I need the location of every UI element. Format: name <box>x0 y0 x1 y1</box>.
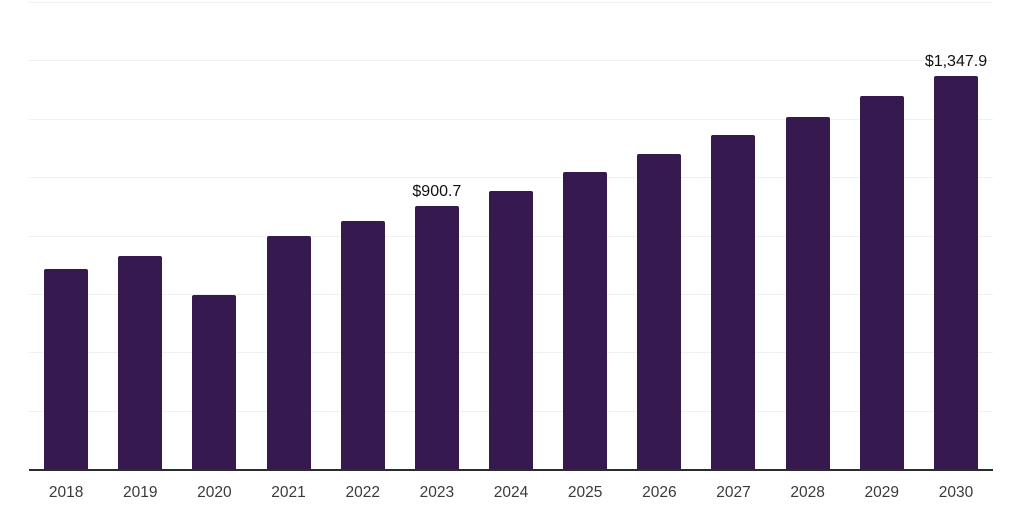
bar-slot-2020 <box>177 2 251 469</box>
bar-2019 <box>118 255 163 469</box>
bar-2024 <box>489 190 534 469</box>
bar-2021 <box>266 235 311 469</box>
bar-slot-2022 <box>326 2 400 469</box>
x-tick-label-2024: 2024 <box>493 484 529 501</box>
bar-2028 <box>785 116 830 469</box>
bar-2026 <box>637 154 682 469</box>
x-tick-label-2021: 2021 <box>271 484 306 501</box>
bar-2030 <box>933 75 978 469</box>
bar-slot-2028 <box>771 2 845 469</box>
x-tick-label-2018: 2018 <box>48 484 84 501</box>
bar-2029 <box>859 95 904 469</box>
bars: $900.7 $1,347.9 <box>29 2 993 469</box>
bar-2027 <box>711 135 756 469</box>
plot-area: $900.7 $1,347.9 <box>29 2 993 471</box>
bar-slot-2026 <box>622 2 696 469</box>
gridline-1400 <box>29 60 993 62</box>
bar-slot-2027 <box>696 2 770 469</box>
x-tick-label-2022: 2022 <box>345 484 380 501</box>
bar-value-label-2030: $1,347.9 <box>924 52 988 70</box>
bar-slot-2030: $1,347.9 <box>919 2 993 469</box>
x-tick-label-2023: 2023 <box>419 484 455 501</box>
bar-2023 <box>414 206 459 469</box>
bar-slot-2024 <box>474 2 548 469</box>
x-axis-labels: 2018 2019 2020 2021 2022 2023 2024 2025 2026 2027… <box>29 484 993 501</box>
x-tick-label-2028: 2028 <box>790 484 825 501</box>
x-tick-label-2025: 2025 <box>567 484 603 501</box>
gridline-1200 <box>29 118 993 120</box>
x-axis-line <box>29 469 993 471</box>
x-tick-label-2019: 2019 <box>122 484 158 501</box>
bar-slot-2019 <box>103 2 177 469</box>
bar-2018 <box>44 268 89 469</box>
x-tick-label-2026: 2026 <box>642 484 677 501</box>
bar-slot-2029 <box>845 2 919 469</box>
bar-slot-2023: $900.7 <box>400 2 474 469</box>
bar-2020 <box>192 294 237 469</box>
bar-2025 <box>563 172 608 469</box>
bar-2022 <box>340 220 385 469</box>
bar-value-label-2023: $900.7 <box>412 183 462 201</box>
bar-slot-2025 <box>548 2 622 469</box>
x-tick-label-2030: 2030 <box>938 484 974 501</box>
x-tick-label-2027: 2027 <box>716 484 751 501</box>
bar-slot-2018 <box>29 2 103 469</box>
x-tick-label-2020: 2020 <box>197 484 232 501</box>
bar-slot-2021 <box>251 2 325 469</box>
gridline-1600 <box>29 2 993 3</box>
x-tick-label-2029: 2029 <box>864 484 900 501</box>
gridline-1000 <box>29 177 993 179</box>
